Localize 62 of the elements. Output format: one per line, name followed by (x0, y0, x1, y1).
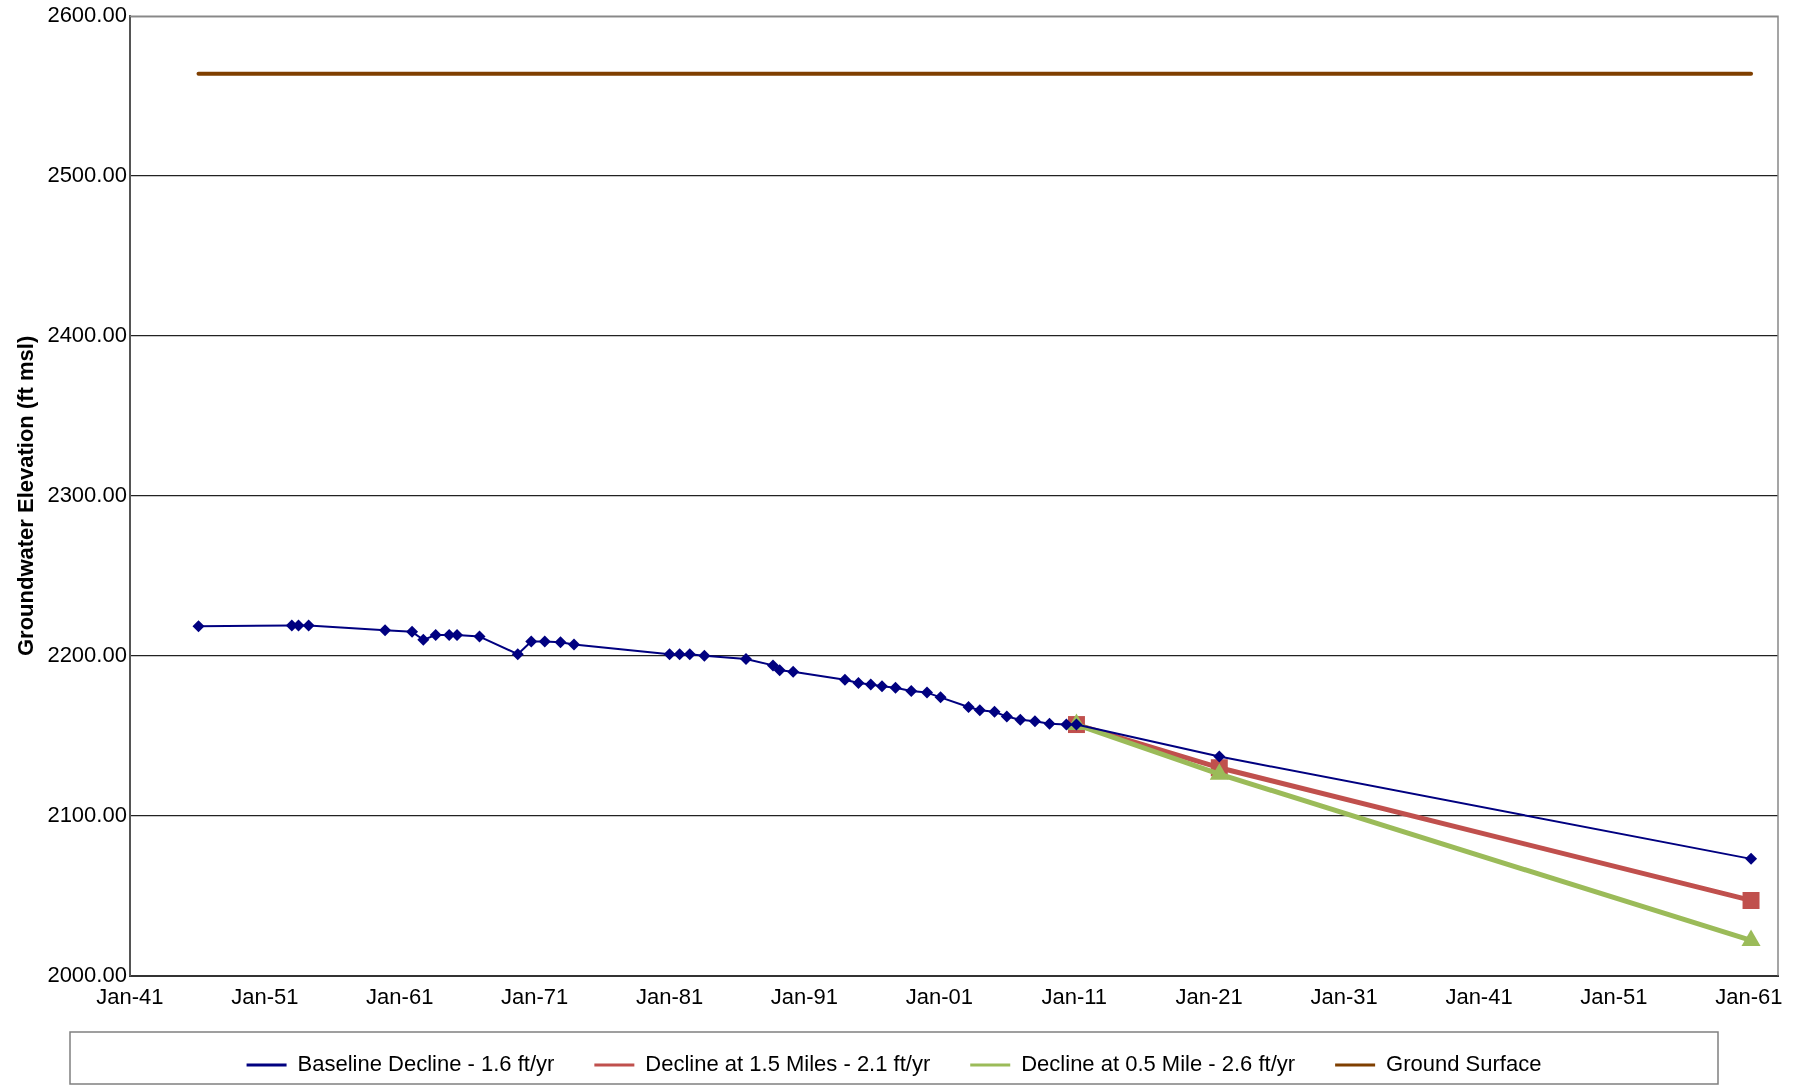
y-tick-label: 2400.00 (47, 322, 127, 348)
point (1060, 718, 1073, 731)
point (852, 676, 865, 689)
point (673, 648, 686, 661)
x-tick-label: Jan-01 (905, 983, 974, 1009)
point (773, 664, 786, 677)
point (864, 678, 877, 691)
point (554, 636, 567, 649)
x-tick-label: Jan-51 (1580, 983, 1648, 1009)
point (1742, 891, 1760, 909)
point (838, 673, 851, 686)
y-tick-label: 2600.00 (47, 2, 127, 28)
point (538, 635, 551, 648)
point (473, 630, 486, 643)
x-tick-label: Jan-81 (635, 983, 704, 1009)
point (429, 629, 442, 642)
x-tick-label: Jan-61 (366, 983, 434, 1009)
point (1213, 750, 1226, 763)
point (889, 681, 902, 694)
point (973, 704, 986, 717)
point (698, 649, 711, 662)
y-axis-title: Groundwater Elevation (ft msl) (13, 335, 39, 657)
x-tick-label: Jan-31 (1310, 983, 1378, 1009)
point (525, 635, 538, 648)
legend-label: Baseline Decline - 1.6 ft/yr (297, 1051, 555, 1077)
point (192, 620, 205, 633)
legend-label: Decline at 1.5 Miles - 2.1 ft/yr (645, 1051, 931, 1077)
point (739, 653, 752, 665)
point (683, 648, 696, 661)
y-tick-label: 2200.00 (47, 641, 127, 667)
point (962, 700, 975, 713)
point (1028, 715, 1041, 728)
y-tick-label: 2500.00 (47, 162, 127, 188)
point (663, 648, 676, 661)
x-tick-label: Jan-21 (1175, 983, 1243, 1009)
point (1014, 713, 1027, 726)
legend-label: Ground Surface (1386, 1051, 1542, 1077)
x-tick-label: Jan-41 (1445, 983, 1513, 1009)
point (934, 691, 947, 704)
y-tick-label: 2300.00 (47, 481, 127, 507)
point (511, 648, 524, 661)
point (1043, 717, 1056, 730)
x-tick-label: Jan-91 (770, 983, 839, 1009)
x-tick-label: Jan-61 (1715, 983, 1783, 1009)
point (1745, 852, 1758, 865)
point (379, 624, 392, 637)
x-tick-label: Jan-51 (231, 983, 299, 1009)
point (302, 619, 315, 632)
point (417, 633, 430, 646)
x-tick-label: Jan-71 (501, 983, 569, 1009)
point (988, 705, 1001, 718)
point (1000, 710, 1013, 723)
point (921, 686, 934, 699)
point (905, 684, 918, 697)
y-tick-label: 2100.00 (47, 801, 127, 827)
point (876, 680, 889, 693)
point (567, 638, 580, 651)
x-tick-label: Jan-11 (1041, 983, 1108, 1009)
point (406, 625, 419, 638)
legend-label: Decline at 0.5 Mile - 2.6 ft/yr (1021, 1051, 1296, 1077)
point (766, 659, 779, 672)
point (787, 665, 800, 678)
